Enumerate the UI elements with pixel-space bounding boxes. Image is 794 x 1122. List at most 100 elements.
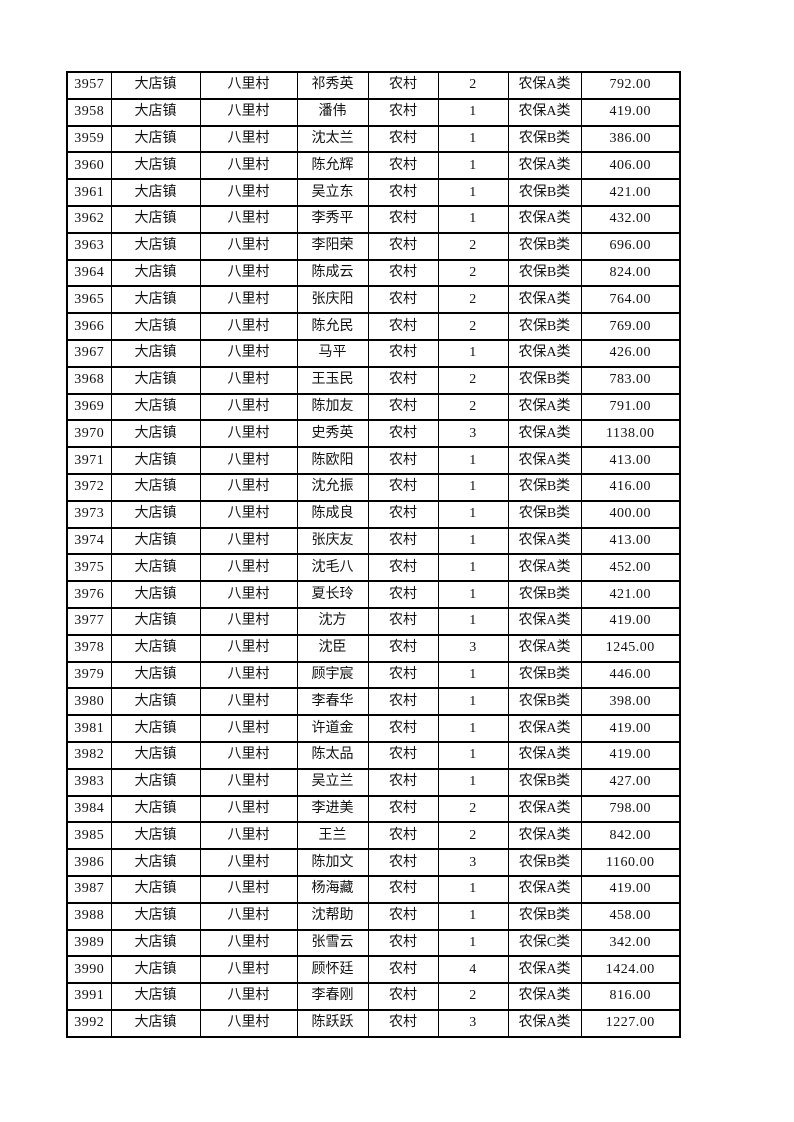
- cell-seq: 3963: [66, 231, 112, 261]
- cell-amount: 421.00: [580, 580, 681, 609]
- cell-name: 陈欧阳: [296, 446, 369, 475]
- cell-insurance-type: 农保A类: [507, 633, 582, 663]
- table-row: 3976 大店镇 八里村 夏长玲 农村 1 农保B类 421.00: [66, 580, 681, 609]
- cell-category: 农村: [367, 687, 439, 717]
- cell-name: 沈帮助: [296, 901, 369, 931]
- cell-town: 大店镇: [110, 767, 201, 797]
- cell-seq: 3992: [66, 1008, 112, 1038]
- cell-village: 八里村: [199, 955, 298, 985]
- cell-seq: 3974: [66, 526, 112, 556]
- cell-seq: 3977: [66, 606, 112, 636]
- cell-amount: 1245.00: [580, 633, 681, 663]
- cell-persons: 2: [437, 312, 509, 341]
- cell-insurance-type: 农保A类: [507, 419, 582, 449]
- cell-persons: 1: [437, 606, 509, 636]
- cell-name: 张庆友: [296, 526, 369, 556]
- cell-seq: 3981: [66, 714, 112, 743]
- cell-seq: 3979: [66, 660, 112, 690]
- cell-insurance-type: 农保A类: [507, 982, 582, 1011]
- cell-seq: 3976: [66, 580, 112, 609]
- table-row: 3992 大店镇 八里村 陈跃跃 农村 3 农保A类 1227.00: [66, 1008, 681, 1038]
- cell-persons: 2: [437, 982, 509, 1011]
- cell-insurance-type: 农保A类: [507, 71, 582, 100]
- cell-insurance-type: 农保B类: [507, 258, 582, 288]
- cell-persons: 1: [437, 472, 509, 502]
- cell-village: 八里村: [199, 365, 298, 395]
- cell-town: 大店镇: [110, 258, 201, 288]
- cell-insurance-type: 农保A类: [507, 553, 582, 583]
- cell-category: 农村: [367, 151, 439, 181]
- cell-name: 王玉民: [296, 365, 369, 395]
- cell-village: 八里村: [199, 982, 298, 1011]
- cell-insurance-type: 农保A类: [507, 446, 582, 475]
- cell-amount: 432.00: [580, 204, 681, 234]
- table-row: 3971 大店镇 八里村 陈欧阳 农村 1 农保A类 413.00: [66, 446, 681, 475]
- cell-name: 李阳荣: [296, 231, 369, 261]
- cell-seq: 3959: [66, 124, 112, 154]
- cell-persons: 1: [437, 740, 509, 770]
- cell-seq: 3958: [66, 97, 112, 127]
- cell-amount: 386.00: [580, 124, 681, 154]
- cell-name: 沈太兰: [296, 124, 369, 154]
- cell-persons: 2: [437, 821, 509, 851]
- table-row: 3965 大店镇 八里村 张庆阳 农村 2 农保A类 764.00: [66, 285, 681, 315]
- cell-insurance-type: 农保B类: [507, 848, 582, 877]
- cell-name: 陈太品: [296, 740, 369, 770]
- cell-town: 大店镇: [110, 714, 201, 743]
- cell-village: 八里村: [199, 553, 298, 583]
- cell-category: 农村: [367, 606, 439, 636]
- cell-town: 大店镇: [110, 740, 201, 770]
- table-row: 3972 大店镇 八里村 沈允振 农村 1 农保B类 416.00: [66, 472, 681, 502]
- cell-town: 大店镇: [110, 821, 201, 851]
- cell-category: 农村: [367, 794, 439, 824]
- cell-amount: 413.00: [580, 446, 681, 475]
- table-row: 3978 大店镇 八里村 沈臣 农村 3 农保A类 1245.00: [66, 633, 681, 663]
- cell-insurance-type: 农保B类: [507, 231, 582, 261]
- cell-insurance-type: 农保A类: [507, 285, 582, 315]
- cell-amount: 406.00: [580, 151, 681, 181]
- cell-insurance-type: 农保A类: [507, 526, 582, 556]
- cell-amount: 696.00: [580, 231, 681, 261]
- cell-category: 农村: [367, 874, 439, 904]
- cell-town: 大店镇: [110, 231, 201, 261]
- cell-persons: 1: [437, 499, 509, 529]
- cell-category: 农村: [367, 982, 439, 1011]
- cell-amount: 458.00: [580, 901, 681, 931]
- table-row: 3989 大店镇 八里村 张雪云 农村 1 农保C类 342.00: [66, 928, 681, 958]
- cell-village: 八里村: [199, 124, 298, 154]
- cell-village: 八里村: [199, 874, 298, 904]
- cell-insurance-type: 农保A类: [507, 821, 582, 851]
- cell-persons: 3: [437, 848, 509, 877]
- table-row: 3988 大店镇 八里村 沈帮助 农村 1 农保B类 458.00: [66, 901, 681, 931]
- table-row: 3973 大店镇 八里村 陈成良 农村 1 农保B类 400.00: [66, 499, 681, 529]
- cell-seq: 3990: [66, 955, 112, 985]
- cell-amount: 416.00: [580, 472, 681, 502]
- cell-town: 大店镇: [110, 178, 201, 207]
- cell-persons: 1: [437, 687, 509, 717]
- cell-name: 杨海藏: [296, 874, 369, 904]
- cell-seq: 3989: [66, 928, 112, 958]
- cell-amount: 783.00: [580, 365, 681, 395]
- cell-village: 八里村: [199, 151, 298, 181]
- cell-insurance-type: 农保B类: [507, 472, 582, 502]
- cell-seq: 3967: [66, 338, 112, 368]
- cell-category: 农村: [367, 553, 439, 583]
- cell-name: 沈臣: [296, 633, 369, 663]
- cell-village: 八里村: [199, 714, 298, 743]
- cell-category: 农村: [367, 97, 439, 127]
- cell-village: 八里村: [199, 472, 298, 502]
- cell-insurance-type: 农保B类: [507, 365, 582, 395]
- cell-village: 八里村: [199, 848, 298, 877]
- cell-persons: 3: [437, 1008, 509, 1038]
- cell-seq: 3978: [66, 633, 112, 663]
- cell-insurance-type: 农保A类: [507, 1008, 582, 1038]
- cell-town: 大店镇: [110, 285, 201, 315]
- cell-name: 李秀平: [296, 204, 369, 234]
- cell-amount: 816.00: [580, 982, 681, 1011]
- cell-insurance-type: 农保A类: [507, 392, 582, 422]
- table-row: 3962 大店镇 八里村 李秀平 农村 1 农保A类 432.00: [66, 204, 681, 234]
- table-row: 3969 大店镇 八里村 陈加友 农村 2 农保A类 791.00: [66, 392, 681, 422]
- cell-category: 农村: [367, 767, 439, 797]
- cell-town: 大店镇: [110, 365, 201, 395]
- cell-seq: 3975: [66, 553, 112, 583]
